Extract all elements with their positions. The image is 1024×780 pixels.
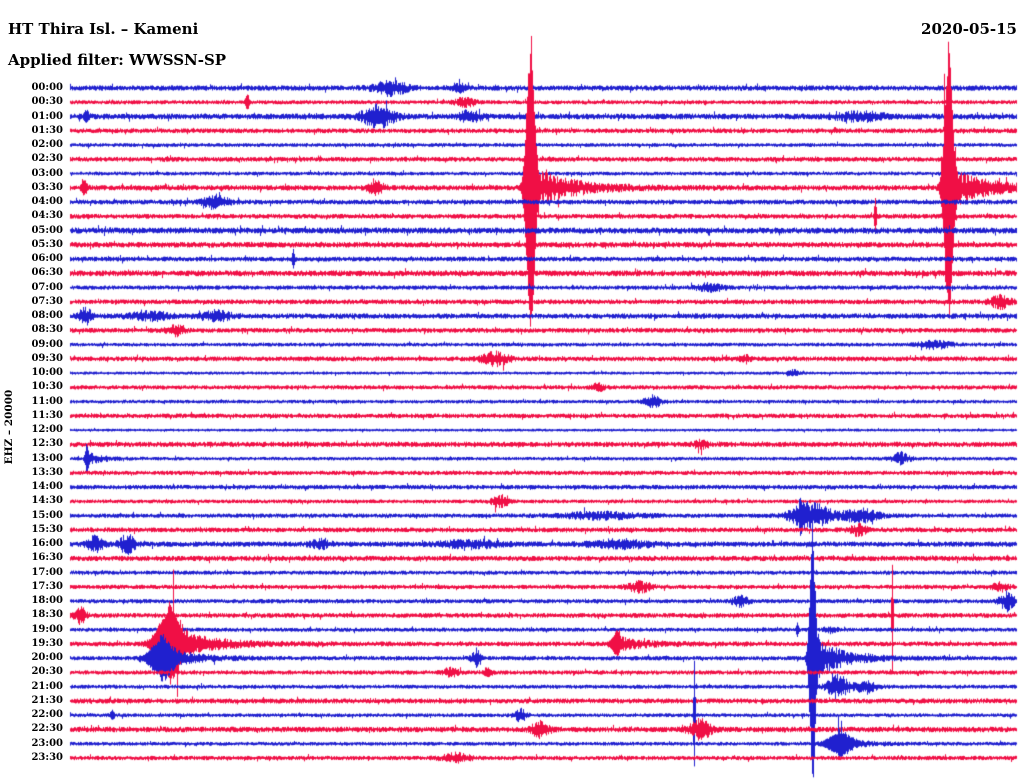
time-label: 03:00 (31, 167, 63, 179)
time-label: 09:30 (31, 352, 63, 364)
time-label: 07:30 (31, 295, 63, 307)
time-label: 17:00 (31, 566, 63, 578)
time-label: 02:00 (31, 139, 63, 151)
time-label: 18:30 (31, 609, 63, 621)
time-label: 05:30 (31, 238, 63, 250)
time-label: 13:30 (31, 466, 63, 478)
time-label: 08:00 (31, 310, 63, 322)
time-label: 14:00 (31, 481, 63, 493)
time-label: 01:30 (31, 124, 63, 136)
time-label: 12:00 (31, 424, 63, 436)
time-label: 19:30 (31, 637, 63, 649)
time-label: 13:00 (31, 452, 63, 464)
time-label: 04:30 (31, 210, 63, 222)
time-label: 20:00 (31, 652, 63, 664)
time-label: 11:30 (31, 409, 63, 421)
time-label: 11:00 (31, 395, 63, 407)
time-label: 03:30 (31, 181, 63, 193)
time-label: 22:00 (31, 709, 63, 721)
time-label: 12:30 (31, 438, 63, 450)
time-label: 04:00 (31, 196, 63, 208)
time-label: 10:00 (31, 367, 63, 379)
time-label: 00:30 (31, 96, 63, 108)
time-label: 14:30 (31, 495, 63, 507)
time-label: 16:30 (31, 552, 63, 564)
time-label: 21:00 (31, 680, 63, 692)
time-label: 05:00 (31, 224, 63, 236)
time-label: 09:00 (31, 338, 63, 350)
time-label: 07:00 (31, 281, 63, 293)
station-title: HT Thira Isl. – Kameni (8, 20, 199, 38)
time-label: 06:30 (31, 267, 63, 279)
date-label: 2020-05-15 (921, 20, 1017, 38)
time-label: 00:00 (31, 82, 63, 93)
time-label: 15:00 (31, 509, 63, 521)
time-label: 23:30 (31, 751, 63, 763)
time-label: 15:30 (31, 523, 63, 535)
time-label: 18:00 (31, 595, 63, 607)
time-label: 16:00 (31, 538, 63, 550)
amplitude-scale-label: EHZ – 20000 (3, 389, 15, 465)
time-label: 23:00 (31, 737, 63, 749)
time-label: 01:00 (31, 110, 63, 122)
time-label: 21:30 (31, 694, 63, 706)
time-label: 20:30 (31, 666, 63, 678)
time-label: 02:30 (31, 153, 63, 165)
time-label: 10:30 (31, 381, 63, 393)
time-label: 08:30 (31, 324, 63, 336)
time-label: 17:30 (31, 580, 63, 592)
time-label: 19:00 (31, 623, 63, 635)
time-label: 22:30 (31, 723, 63, 735)
time-label: 06:00 (31, 253, 63, 265)
filter-label: Applied filter: WWSSN-SP (8, 51, 227, 69)
